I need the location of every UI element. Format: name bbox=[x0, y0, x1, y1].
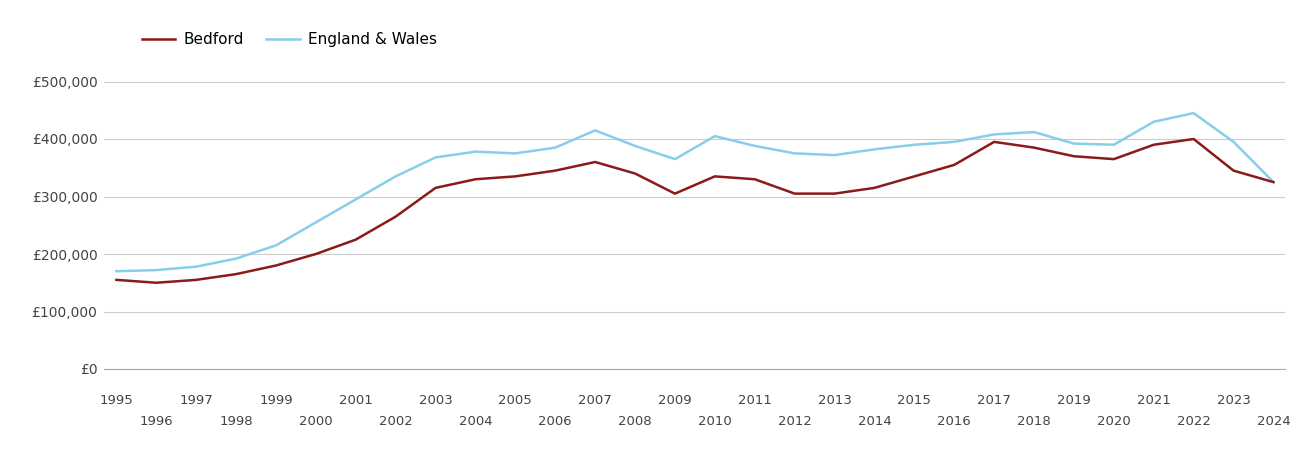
Bedford bbox=[1186, 136, 1202, 142]
Text: 2022: 2022 bbox=[1177, 415, 1211, 428]
Bedford bbox=[987, 139, 1002, 144]
England & Wales bbox=[1066, 141, 1082, 146]
England & Wales bbox=[987, 132, 1002, 137]
England & Wales bbox=[628, 143, 643, 148]
England & Wales bbox=[1186, 110, 1202, 116]
Line: Bedford: Bedford bbox=[116, 139, 1274, 283]
England & Wales bbox=[667, 157, 683, 162]
Text: 1999: 1999 bbox=[260, 394, 292, 407]
England & Wales bbox=[108, 269, 124, 274]
England & Wales bbox=[1146, 119, 1161, 125]
Text: 2018: 2018 bbox=[1017, 415, 1051, 428]
Text: 2010: 2010 bbox=[698, 415, 732, 428]
Bedford bbox=[348, 237, 364, 242]
Text: 2024: 2024 bbox=[1257, 415, 1291, 428]
Text: 1996: 1996 bbox=[140, 415, 174, 428]
Bedford bbox=[388, 214, 403, 219]
England & Wales bbox=[1225, 139, 1241, 144]
England & Wales bbox=[388, 174, 403, 179]
Text: 1997: 1997 bbox=[179, 394, 213, 407]
Bedford bbox=[308, 251, 324, 256]
Text: 2001: 2001 bbox=[339, 394, 373, 407]
Text: 2005: 2005 bbox=[499, 394, 532, 407]
England & Wales bbox=[787, 151, 803, 156]
Bedford bbox=[467, 176, 483, 182]
Text: 2008: 2008 bbox=[619, 415, 652, 428]
Text: 2013: 2013 bbox=[818, 394, 851, 407]
England & Wales bbox=[1266, 180, 1282, 185]
England & Wales bbox=[946, 139, 962, 144]
Bedford bbox=[1146, 142, 1161, 148]
Bedford bbox=[547, 168, 562, 173]
Bedford bbox=[228, 271, 244, 277]
Bedford bbox=[707, 174, 723, 179]
Bedford bbox=[1026, 145, 1041, 150]
Bedford bbox=[867, 185, 882, 191]
England & Wales bbox=[547, 145, 562, 150]
Text: 2023: 2023 bbox=[1216, 394, 1250, 407]
Bedford bbox=[1266, 180, 1282, 185]
England & Wales bbox=[188, 264, 204, 270]
England & Wales bbox=[308, 220, 324, 225]
Text: 2014: 2014 bbox=[857, 415, 891, 428]
Bedford bbox=[1066, 153, 1082, 159]
England & Wales bbox=[149, 267, 164, 273]
Text: 2011: 2011 bbox=[737, 394, 771, 407]
England & Wales bbox=[707, 133, 723, 139]
Text: 2009: 2009 bbox=[658, 394, 692, 407]
England & Wales bbox=[508, 151, 523, 156]
Text: 1995: 1995 bbox=[99, 394, 133, 407]
Text: 2004: 2004 bbox=[458, 415, 492, 428]
Bedford bbox=[907, 174, 923, 179]
Bedford bbox=[428, 185, 444, 191]
Bedford bbox=[508, 174, 523, 179]
Bedford bbox=[628, 171, 643, 176]
Bedford bbox=[667, 191, 683, 196]
England & Wales bbox=[746, 143, 762, 148]
Bedford bbox=[827, 191, 843, 196]
England & Wales bbox=[348, 197, 364, 202]
Text: 2002: 2002 bbox=[378, 415, 412, 428]
Text: 2006: 2006 bbox=[539, 415, 572, 428]
England & Wales bbox=[907, 142, 923, 148]
Bedford bbox=[268, 263, 283, 268]
Bedford bbox=[946, 162, 962, 167]
Legend: Bedford, England & Wales: Bedford, England & Wales bbox=[136, 26, 442, 53]
Bedford bbox=[149, 280, 164, 285]
England & Wales bbox=[467, 149, 483, 154]
Bedford bbox=[108, 277, 124, 283]
England & Wales bbox=[428, 155, 444, 160]
Text: 2012: 2012 bbox=[778, 415, 812, 428]
Bedford bbox=[1225, 168, 1241, 173]
Text: 2000: 2000 bbox=[299, 415, 333, 428]
Text: 2015: 2015 bbox=[898, 394, 932, 407]
Bedford bbox=[1107, 157, 1122, 162]
Bedford bbox=[746, 176, 762, 182]
England & Wales bbox=[587, 128, 603, 133]
England & Wales bbox=[867, 147, 882, 152]
England & Wales bbox=[1026, 130, 1041, 135]
Text: 2016: 2016 bbox=[937, 415, 971, 428]
Bedford bbox=[587, 159, 603, 165]
England & Wales bbox=[228, 256, 244, 261]
Bedford bbox=[787, 191, 803, 196]
Text: 2021: 2021 bbox=[1137, 394, 1171, 407]
Text: 2017: 2017 bbox=[977, 394, 1011, 407]
Text: 2007: 2007 bbox=[578, 394, 612, 407]
England & Wales bbox=[268, 243, 283, 248]
Text: 2003: 2003 bbox=[419, 394, 453, 407]
Text: 2020: 2020 bbox=[1098, 415, 1130, 428]
England & Wales bbox=[827, 153, 843, 158]
Text: 2019: 2019 bbox=[1057, 394, 1091, 407]
Text: 1998: 1998 bbox=[219, 415, 253, 428]
Line: England & Wales: England & Wales bbox=[116, 113, 1274, 271]
Bedford bbox=[188, 277, 204, 283]
England & Wales bbox=[1107, 142, 1122, 148]
